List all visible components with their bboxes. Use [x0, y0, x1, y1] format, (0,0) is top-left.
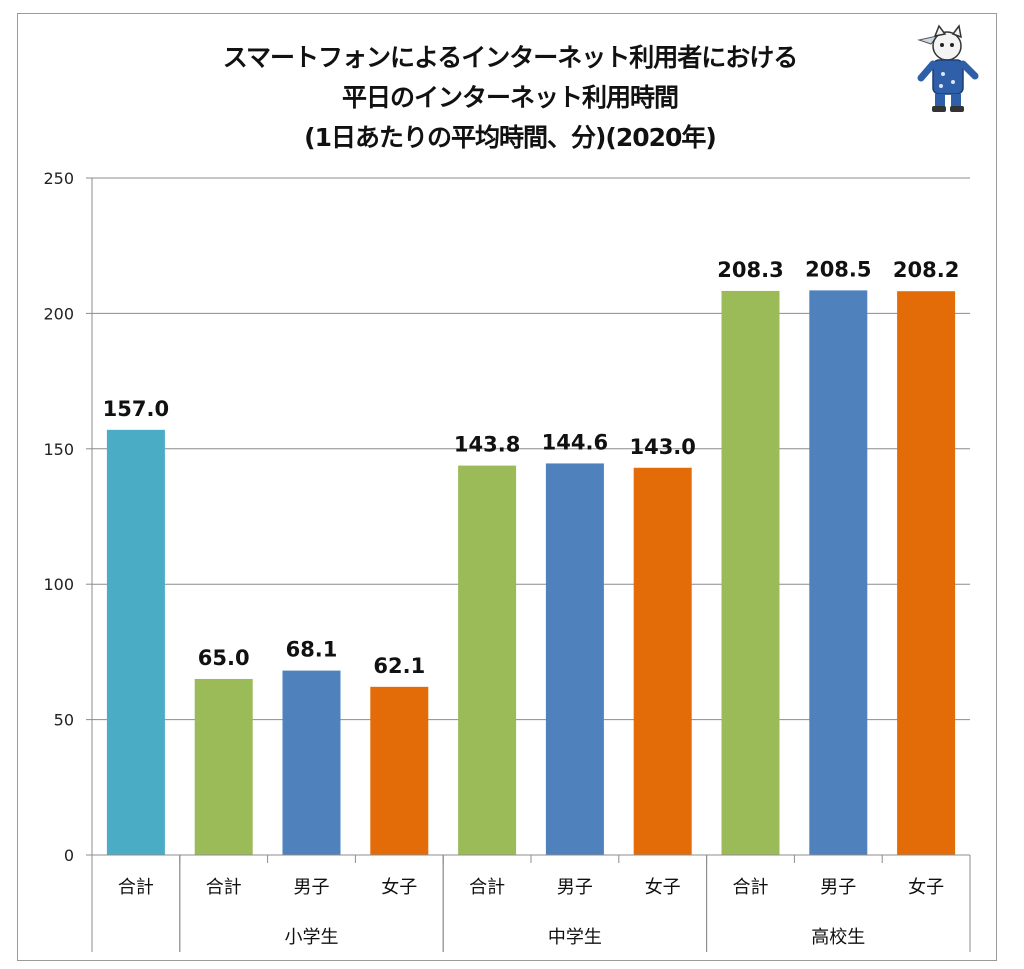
- group-label: 高校生: [811, 927, 865, 948]
- bar: [809, 290, 868, 856]
- chart-title-line-3: (1日あたりの平均時間、分)(2020年): [304, 123, 717, 152]
- y-tick-label: 0: [64, 846, 74, 865]
- x-tick-label: 女子: [381, 877, 417, 898]
- bar: [458, 465, 517, 855]
- bar: [545, 463, 604, 855]
- x-tick-label: 合計: [469, 877, 505, 898]
- x-tick-label: 合計: [118, 877, 154, 898]
- y-axis: 0 50 100 150 200 250: [43, 169, 93, 865]
- data-labels: 157.0 65.0 68.1 62.1 143.8 144.6 143.0 208.3 208…: [103, 257, 960, 677]
- group-label: 中学生: [548, 927, 602, 948]
- bar: [721, 290, 780, 856]
- data-label: 62.1: [373, 654, 425, 678]
- group-label: 小学生: [285, 927, 339, 948]
- data-label: 208.5: [805, 257, 871, 281]
- data-label: 208.3: [717, 258, 783, 282]
- y-tick-label: 50: [54, 711, 74, 730]
- chart-title-line-1: スマートフォンによるインターネット利用者における: [222, 43, 799, 72]
- data-label: 208.2: [893, 258, 959, 282]
- data-label: 144.6: [542, 430, 608, 454]
- data-label: 65.0: [198, 646, 250, 670]
- x-tick-label: 男子: [557, 877, 593, 898]
- data-label: 157.0: [103, 397, 169, 421]
- bar: [897, 291, 956, 855]
- y-tick-label: 200: [43, 304, 74, 323]
- bar: [282, 670, 341, 855]
- cat-mascot-icon: [917, 24, 979, 112]
- x-tick-label: 女子: [908, 877, 944, 898]
- x-tick-label: 合計: [206, 877, 242, 898]
- data-label: 143.0: [629, 435, 695, 459]
- x-tick-label: 合計: [733, 877, 769, 898]
- bar: [370, 686, 429, 855]
- chart-title-line-2: 平日のインターネット利用時間: [341, 83, 679, 112]
- x-tick-label: 女子: [645, 877, 681, 898]
- bar: [106, 429, 165, 855]
- bar: [194, 678, 253, 855]
- data-label: 68.1: [286, 638, 338, 662]
- y-tick-label: 250: [43, 169, 74, 188]
- data-label: 143.8: [454, 433, 520, 457]
- chart-title: スマートフォンによるインターネット利用者における 平日のインターネット利用時間 …: [150, 38, 870, 158]
- bars: [106, 290, 956, 856]
- y-tick-label: 100: [43, 575, 74, 594]
- x-tick-label: 男子: [294, 877, 330, 898]
- x-tick-label: 男子: [820, 877, 856, 898]
- y-tick-label: 150: [43, 440, 74, 459]
- bar: [633, 467, 692, 855]
